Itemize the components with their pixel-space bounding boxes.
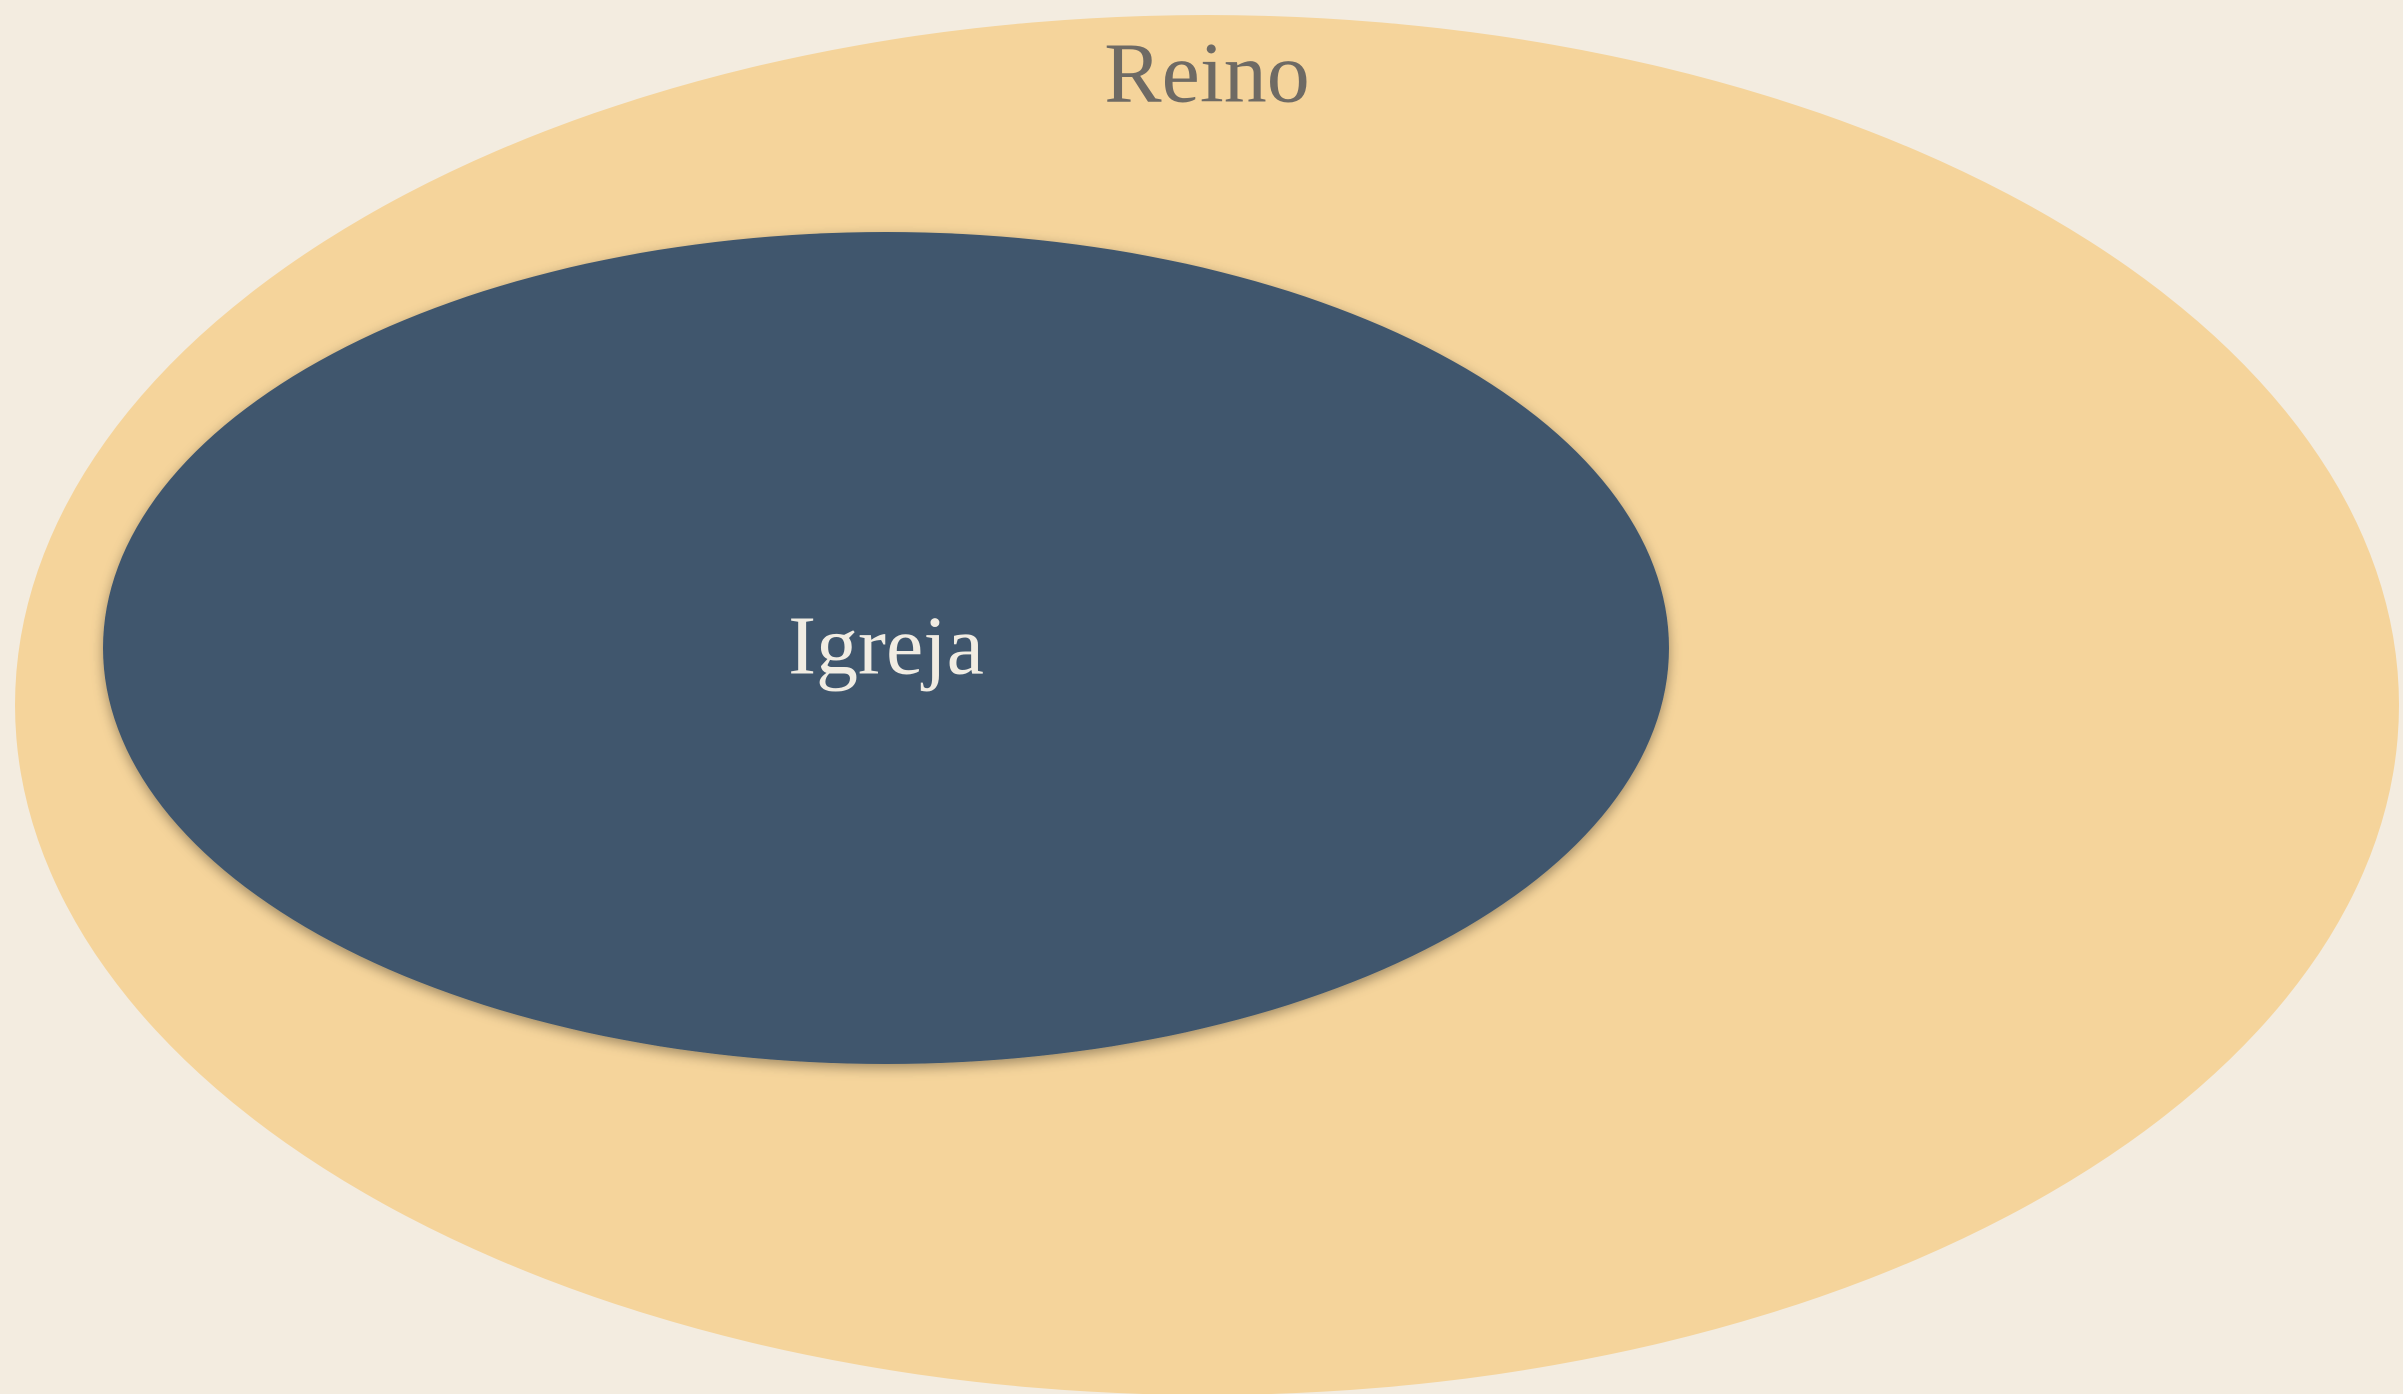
inner-ellipse <box>103 232 1669 1064</box>
inner-label: Igreja <box>788 599 984 692</box>
outer-label: Reino <box>1104 25 1309 121</box>
